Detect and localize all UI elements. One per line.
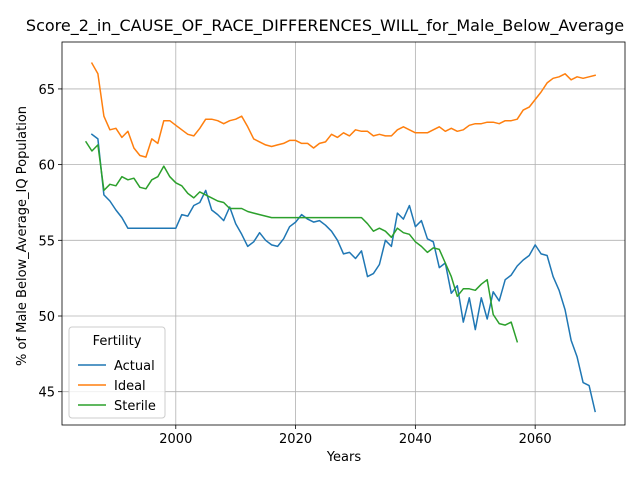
y-tick-label: 55 bbox=[38, 234, 55, 249]
y-tick-label: 60 bbox=[38, 159, 55, 174]
plot-frame bbox=[61, 41, 626, 426]
y-tick-label: 50 bbox=[38, 310, 55, 325]
chart-title: Score_2_in_CAUSE_OF_RACE_DIFFERENCES_WIL… bbox=[26, 16, 624, 36]
legend-entry-ideal: Ideal bbox=[114, 379, 146, 394]
series-line-actual bbox=[90, 133, 597, 413]
x-tick-label: 2000 bbox=[159, 432, 192, 447]
axis-ticks: 2000 2020 2040 2060 45 50 55 60 65 bbox=[38, 83, 551, 447]
series-lines bbox=[84, 62, 597, 413]
legend: Fertility Actual Ideal Sterile bbox=[68, 326, 166, 419]
y-tick-label: 45 bbox=[38, 386, 55, 401]
x-axis-label: Years bbox=[326, 450, 362, 465]
y-tick-label: 65 bbox=[38, 83, 55, 98]
x-tick-label: 2020 bbox=[279, 432, 312, 447]
y-axis-label: % of Male Below_Average_IQ Population bbox=[15, 106, 30, 366]
series-line-sterile bbox=[84, 140, 519, 343]
series-line-ideal bbox=[90, 62, 597, 158]
x-tick-label: 2040 bbox=[399, 432, 432, 447]
legend-entry-actual: Actual bbox=[114, 359, 155, 374]
legend-box bbox=[68, 326, 166, 419]
legend-title: Fertility bbox=[93, 334, 142, 349]
x-tick-label: 2060 bbox=[519, 432, 552, 447]
legend-entry-sterile: Sterile bbox=[114, 399, 156, 414]
